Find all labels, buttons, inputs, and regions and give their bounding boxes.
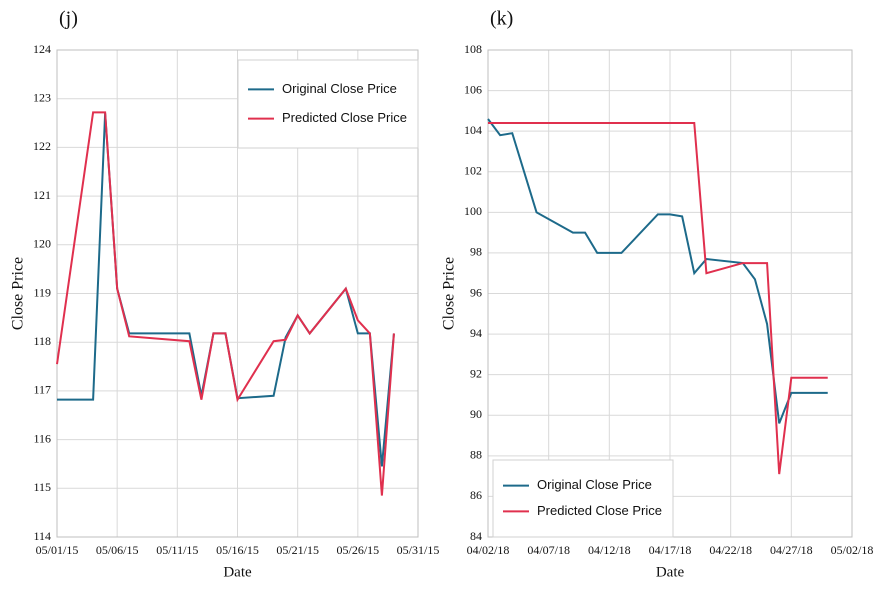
y-tick-label: 120 xyxy=(33,237,51,251)
y-tick-label: 92 xyxy=(470,366,482,380)
y-tick-label: 115 xyxy=(33,480,51,494)
x-tick-label: 04/27/18 xyxy=(770,543,813,557)
legend-label: Original Close Price xyxy=(282,81,397,96)
y-tick-label: 106 xyxy=(464,82,482,96)
y-tick-label: 116 xyxy=(33,431,51,445)
y-tick-label: 94 xyxy=(470,326,482,340)
x-axis-label: Date xyxy=(223,564,252,580)
y-tick-label: 118 xyxy=(33,334,51,348)
y-tick-label: 84 xyxy=(470,529,482,543)
y-tick-label: 117 xyxy=(33,383,51,397)
x-tick-label: 05/01/15 xyxy=(36,543,79,557)
x-tick-label: 05/02/18 xyxy=(831,543,874,557)
x-tick-label: 04/07/18 xyxy=(527,543,570,557)
y-tick-label: 102 xyxy=(464,164,482,178)
x-tick-label: 04/17/18 xyxy=(649,543,692,557)
y-tick-label: 124 xyxy=(33,42,51,56)
x-tick-label: 04/22/18 xyxy=(709,543,752,557)
y-tick-label: 100 xyxy=(464,204,482,218)
y-axis-label: Close Price xyxy=(441,257,458,330)
y-tick-label: 123 xyxy=(33,90,51,104)
y-tick-label: 114 xyxy=(33,529,51,543)
y-tick-label: 104 xyxy=(464,123,482,137)
x-tick-label: 04/12/18 xyxy=(588,543,631,557)
x-tick-label: 05/31/15 xyxy=(397,543,440,557)
legend-label: Predicted Close Price xyxy=(282,110,407,125)
legend-box xyxy=(492,459,674,538)
y-tick-label: 98 xyxy=(470,245,482,259)
y-tick-label: 86 xyxy=(470,488,482,502)
x-tick-label: 05/26/15 xyxy=(336,543,379,557)
panel-label: (k) xyxy=(490,8,513,30)
y-tick-label: 90 xyxy=(470,407,482,421)
y-tick-label: 96 xyxy=(470,285,482,299)
x-axis-label: Date xyxy=(656,564,685,580)
y-tick-label: 122 xyxy=(33,139,51,153)
y-axis-label: Close Price xyxy=(10,257,27,330)
legend-label: Predicted Close Price xyxy=(537,503,662,518)
y-tick-label: 121 xyxy=(33,188,51,202)
x-tick-label: 05/21/15 xyxy=(276,543,319,557)
series-line xyxy=(487,118,828,424)
series-line xyxy=(488,122,828,475)
x-tick-label: 05/11/15 xyxy=(156,543,198,557)
x-tick-label: 04/02/18 xyxy=(467,543,510,557)
y-tick-label: 88 xyxy=(470,448,482,462)
legend-box xyxy=(237,59,419,149)
panel-label: (j) xyxy=(59,8,78,30)
series-line xyxy=(56,111,395,496)
series-line xyxy=(57,113,395,467)
x-tick-label: 05/16/15 xyxy=(216,543,259,557)
legend-label: Original Close Price xyxy=(537,477,652,492)
y-tick-label: 119 xyxy=(33,285,51,299)
x-tick-label: 05/06/15 xyxy=(96,543,139,557)
plot-frame xyxy=(56,49,419,538)
y-tick-label: 108 xyxy=(464,42,482,56)
